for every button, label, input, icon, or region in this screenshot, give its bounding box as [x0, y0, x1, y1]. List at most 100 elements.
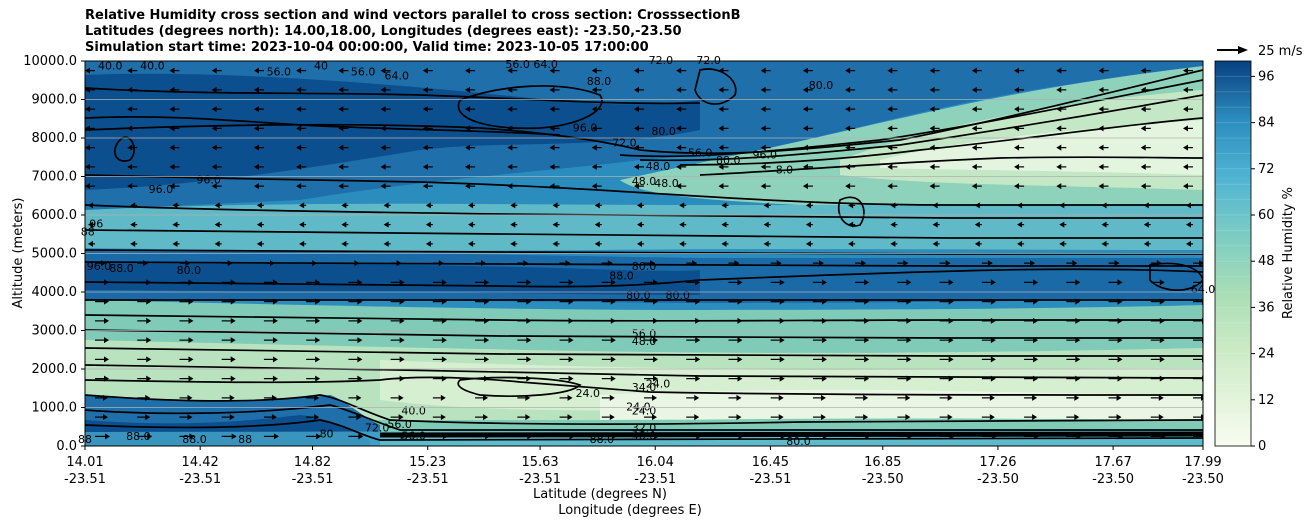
- wind-vector-head: [676, 106, 682, 113]
- wind-vector-head: [990, 375, 996, 382]
- y-tick-label: 0.0: [56, 439, 77, 454]
- wind-vector-head: [736, 414, 742, 421]
- wind-vector-head: [103, 414, 108, 421]
- wind-vector-head: [679, 240, 685, 247]
- contour-label: 80.0: [665, 289, 690, 302]
- wind-vector-head: [272, 298, 278, 305]
- contour-label: 24.0: [646, 377, 671, 390]
- wind-vector-head: [88, 202, 93, 209]
- wind-vector-head: [653, 279, 658, 286]
- wind-vector-head: [971, 163, 977, 170]
- wind-vector-head: [214, 221, 220, 228]
- wind-vector-head: [525, 414, 531, 421]
- colorbar-tick-label: 24: [1258, 347, 1275, 362]
- wind-vector-head: [718, 163, 724, 170]
- wind-vector-head: [271, 394, 277, 401]
- wind-vector-head: [1032, 414, 1038, 421]
- wind-vector-head: [507, 67, 513, 74]
- wind-vector-head: [903, 260, 909, 267]
- wind-vector-head: [929, 106, 935, 113]
- colorbar-fill: [1215, 61, 1251, 446]
- wind-vector-head: [1116, 394, 1122, 401]
- colorbar-label: Relative Humidity %: [1281, 187, 1296, 319]
- wind-vector-head: [398, 394, 404, 401]
- x-tick-lat: 14.82: [294, 455, 331, 470]
- wind-vector-head: [821, 298, 827, 305]
- wind-vector-head: [299, 240, 305, 247]
- wind-vector-head: [609, 394, 615, 401]
- wind-vector-head: [253, 183, 259, 190]
- wind-vector-head: [104, 375, 109, 382]
- wind-vector-head: [146, 356, 152, 363]
- wind-vector-head: [380, 144, 386, 151]
- wind-vector-head: [1117, 375, 1123, 382]
- wind-vector-head: [1101, 221, 1107, 228]
- contour-label: 88.0: [609, 270, 634, 283]
- wind-vector-head: [484, 375, 490, 382]
- quiver-key: 25 m/s: [1217, 44, 1303, 59]
- wind-vector-head: [296, 125, 302, 132]
- wind-vector-head: [211, 86, 217, 93]
- wind-vector-head: [269, 260, 275, 267]
- contour-label: 88: [238, 433, 252, 446]
- wind-vector-head: [88, 221, 93, 228]
- wind-vector-head: [1159, 356, 1165, 363]
- wind-vector-head: [974, 221, 980, 228]
- wind-vector-head: [634, 163, 639, 170]
- wind-vector-head: [1140, 86, 1146, 93]
- colorbar-frame: [1214, 60, 1252, 447]
- wind-vector-head: [848, 202, 854, 209]
- y-axis-label: Altitude (meters): [11, 198, 26, 309]
- wind-vector-head: [1059, 202, 1065, 209]
- wind-vector-head: [654, 433, 659, 440]
- wind-vector-head: [526, 337, 532, 344]
- wind-vector-head: [399, 279, 405, 286]
- wind-vector-head: [1075, 298, 1081, 305]
- wind-vector-head: [974, 240, 980, 247]
- wind-vector-head: [676, 125, 682, 132]
- wind-vector-head: [634, 67, 639, 74]
- wind-vector-head: [1159, 317, 1165, 324]
- contour-lines: [85, 68, 1203, 441]
- contour-label: 80.0: [626, 289, 651, 302]
- wind-vector-head: [103, 394, 108, 401]
- wind-vector-head: [104, 279, 109, 286]
- wind-vector-head: [507, 86, 513, 93]
- wind-vector-head: [465, 125, 471, 132]
- wind-vector-head: [105, 433, 110, 440]
- contour-label: 56.0: [688, 146, 713, 159]
- wind-vector-head: [316, 433, 322, 440]
- y-tick-label: 4000.0: [32, 285, 78, 300]
- wind-vector-head: [526, 356, 532, 363]
- wind-vector-head: [1017, 240, 1023, 247]
- wind-vector-head: [736, 394, 742, 401]
- contour-label: 8.0: [776, 164, 794, 177]
- wind-vector-head: [948, 298, 954, 305]
- wind-vector-head: [485, 433, 491, 440]
- wind-vector-head: [256, 202, 262, 209]
- wind-vector-head: [229, 394, 235, 401]
- wind-vector-head: [357, 298, 363, 305]
- wind-vector-head: [465, 163, 471, 170]
- wind-vector-head: [1075, 375, 1081, 382]
- x-tick-lon: -23.51: [749, 472, 791, 487]
- wind-vector-head: [146, 279, 152, 286]
- wind-vector-head: [1098, 86, 1104, 93]
- wind-vector-head: [863, 414, 869, 421]
- wind-vector-head: [820, 394, 826, 401]
- wind-vector-head: [441, 279, 447, 286]
- contour-label: 88.0: [587, 75, 612, 88]
- wind-vector-head: [779, 375, 785, 382]
- wind-vector-head: [990, 279, 996, 286]
- wind-vector-head: [634, 183, 639, 190]
- wind-vector-head: [991, 433, 997, 440]
- wind-vector-head: [734, 260, 740, 267]
- wind-vector-head: [1075, 317, 1081, 324]
- wind-vector-head: [802, 163, 808, 170]
- wind-vector-head: [763, 221, 769, 228]
- wind-vector-head: [802, 86, 808, 93]
- wind-vector-head: [296, 183, 302, 190]
- wind-vector-head: [85, 163, 90, 170]
- wind-vector-head: [507, 183, 513, 190]
- x-tick-lon: -23.51: [179, 472, 221, 487]
